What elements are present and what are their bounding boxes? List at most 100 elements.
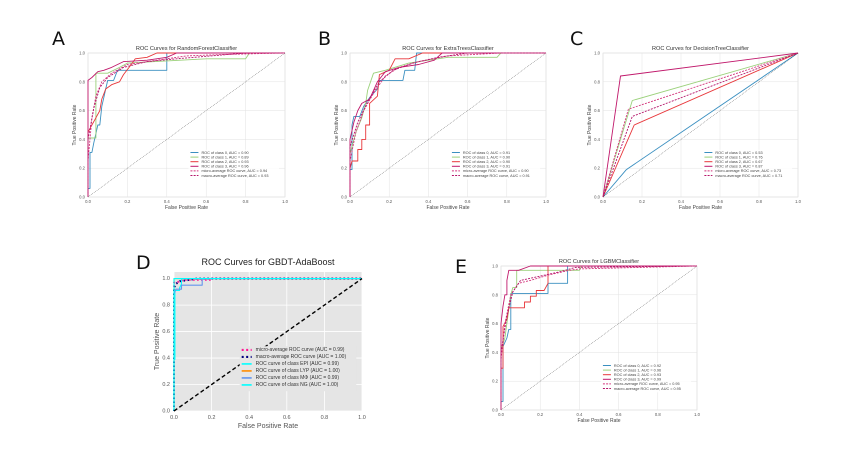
y-axis-label: True Positive Rate — [587, 104, 593, 145]
legend-label: ROC of class 2, AUC = 0.90 — [463, 160, 510, 164]
roc-curve-0 — [87, 52, 285, 197]
legend-label: micro-average ROC curve, AUC = 0.90 — [463, 169, 529, 173]
legend-label: ROC curve of class MΦ (AUC = 0.99) — [256, 375, 340, 381]
legend-box — [239, 346, 357, 392]
legend-label: ROC of class 1, AUC = 0.89 — [201, 155, 248, 159]
legend-label: ROC of class 1, AUC = 0.96 — [614, 368, 661, 372]
panel-letter-e: E — [455, 256, 468, 278]
x-axis-label: False Positive Rate — [577, 418, 620, 424]
legend-label: macro-average ROC curve, AUC = 0.95 — [614, 387, 681, 391]
legend-label: ROC of class 0, AUC = 0.91 — [463, 151, 510, 155]
y-tick-label: 0.4 — [79, 137, 85, 142]
roc-curve-1 — [87, 52, 285, 197]
roc-curve-2 — [500, 265, 697, 410]
y-axis-label: True Positive Rate — [72, 104, 78, 145]
chart-title: ROC Curves for GBDT-AdaBoost — [201, 257, 335, 267]
legend-label: ROC of class 3, AUC = 0.99 — [614, 378, 661, 382]
x-axis-label: False Positive Rate — [679, 205, 722, 211]
y-tick-label: 1.0 — [341, 51, 347, 56]
legend-label: ROC of class 0, AUC = 0.90 — [201, 151, 248, 155]
legend-box — [188, 149, 280, 180]
x-tick-label: 0.8 — [504, 199, 510, 204]
y-tick-label: 0.0 — [492, 408, 498, 413]
roc-curve-4 — [349, 52, 546, 197]
chart-b: 0.0 0.2 0.4 0.6 0.8 1.0 0.0 0.2 0.4 0.6 0.8 1.0 ROC … — [334, 46, 550, 211]
x-axis-label: False Positive Rate — [165, 205, 208, 211]
roc-curve-3 — [500, 265, 697, 410]
y-tick-label: 0.2 — [162, 382, 170, 388]
chart-d: 0.0 0.2 0.4 0.6 0.8 1.0 0.0 0.2 0.4 0.6 0.8 1.0 ROC … — [154, 257, 366, 430]
y-tick-label: 1.0 — [79, 51, 85, 56]
chance-line — [173, 278, 363, 412]
roc-curve-4 — [87, 52, 286, 197]
y-tick-label: 0.6 — [79, 108, 85, 113]
legend-label: ROC of class 3, AUC = 0.91 — [463, 165, 510, 169]
y-tick-label: 0.8 — [492, 292, 498, 297]
y-tick-label: 0.0 — [341, 195, 347, 200]
legend-label: micro-average ROC curve (AUC = 0.99) — [256, 347, 345, 353]
legend-box — [600, 362, 692, 393]
legend-box — [449, 149, 541, 180]
y-tick-label: 0.0 — [79, 195, 85, 200]
legend-label: ROC of class 3, AUC = 0.87 — [715, 165, 762, 169]
chart-title: ROC Curves for LGBMClassifier — [559, 259, 639, 265]
x-tick-label: 0.8 — [243, 199, 249, 204]
y-tick-label: 0.2 — [79, 166, 85, 171]
y-tick-label: 0.8 — [162, 303, 170, 309]
y-tick-label: 0.8 — [341, 79, 347, 84]
x-tick-label: 0.4 — [245, 415, 253, 421]
x-tick-label: 0.0 — [85, 199, 91, 204]
roc-curve-4 — [602, 52, 799, 198]
x-axis-label: False Positive Rate — [426, 205, 469, 211]
chart-a: 0.0 0.2 0.4 0.6 0.8 1.0 0.0 0.2 0.4 0.6 0.8 1.0 ROC … — [72, 46, 289, 211]
panel-letter-d: D — [136, 252, 151, 274]
panel-letter-a: A — [52, 28, 65, 50]
y-tick-label: 0.4 — [162, 356, 170, 362]
legend-label: ROC of class 0, AUC = 0.92 — [614, 364, 661, 368]
legend-label: macro-average ROC curve, AUC = 0.91 — [463, 174, 530, 178]
x-tick-label: 0.8 — [655, 412, 661, 417]
x-tick-label: 1.0 — [282, 199, 288, 204]
roc-curve-2 — [349, 52, 546, 197]
chance-line — [602, 52, 799, 198]
legend-label: ROC curve of class EPI (AUC = 0.99) — [256, 361, 340, 367]
panel-letter-b: B — [318, 28, 332, 50]
chart-e: 0.0 0.2 0.4 0.6 0.8 1.0 0.0 0.2 0.4 0.6 0.8 1.0 ROC … — [485, 259, 701, 424]
x-tick-label: 0.2 — [537, 412, 543, 417]
x-tick-label: 0.4 — [164, 199, 170, 204]
roc-curve-3 — [87, 52, 285, 197]
legend-label: micro-average ROC curve, AUC = 0.94 — [201, 169, 267, 173]
legend-label: ROC curve of class NG (AUC = 1.00) — [256, 382, 339, 388]
x-axis-label: False Positive Rate — [238, 423, 298, 430]
roc-curve-0 — [602, 52, 799, 198]
roc-curve-5 — [173, 278, 362, 411]
legend-label: macro-average ROC curve (AUC = 1.00) — [256, 354, 347, 360]
chart-title: ROC Curves for ExtraTreesClassifier — [402, 46, 494, 52]
y-tick-label: 0.0 — [594, 195, 600, 200]
roc-curve-0 — [349, 52, 546, 197]
x-tick-label: 0.8 — [756, 199, 762, 204]
y-axis-label: True Positive Rate — [485, 317, 491, 358]
legend: micro-average ROC curve (AUC = 0.99)macr… — [239, 346, 357, 392]
legend-label: macro-average ROC curve, AUC = 0.93 — [201, 174, 268, 178]
y-tick-label: 0.8 — [594, 79, 600, 84]
chart-title: ROC Curves for RandomForestClassifier — [136, 46, 237, 52]
x-tick-label: 0.4 — [576, 412, 582, 417]
y-tick-label: 1.0 — [492, 264, 498, 269]
x-tick-label: 0.0 — [600, 199, 606, 204]
x-tick-label: 0.2 — [386, 199, 392, 204]
y-tick-label: 0.2 — [492, 379, 498, 384]
legend-label: ROC of class 2, AUC = 0.93 — [201, 160, 248, 164]
x-tick-label: 1.0 — [694, 412, 700, 417]
x-tick-label: 0.6 — [203, 199, 209, 204]
y-tick-label: 0.2 — [341, 166, 347, 171]
roc-curve-5 — [349, 52, 546, 197]
legend-label: micro-average ROC curve, AUC = 0.95 — [614, 382, 680, 386]
roc-curve-5 — [87, 52, 285, 197]
y-tick-label: 0.6 — [594, 108, 600, 113]
y-tick-label: 0.4 — [492, 350, 498, 355]
chart-title: ROC Curves for DecisionTreeClassifier — [652, 46, 749, 52]
x-tick-label: 0.4 — [425, 199, 431, 204]
